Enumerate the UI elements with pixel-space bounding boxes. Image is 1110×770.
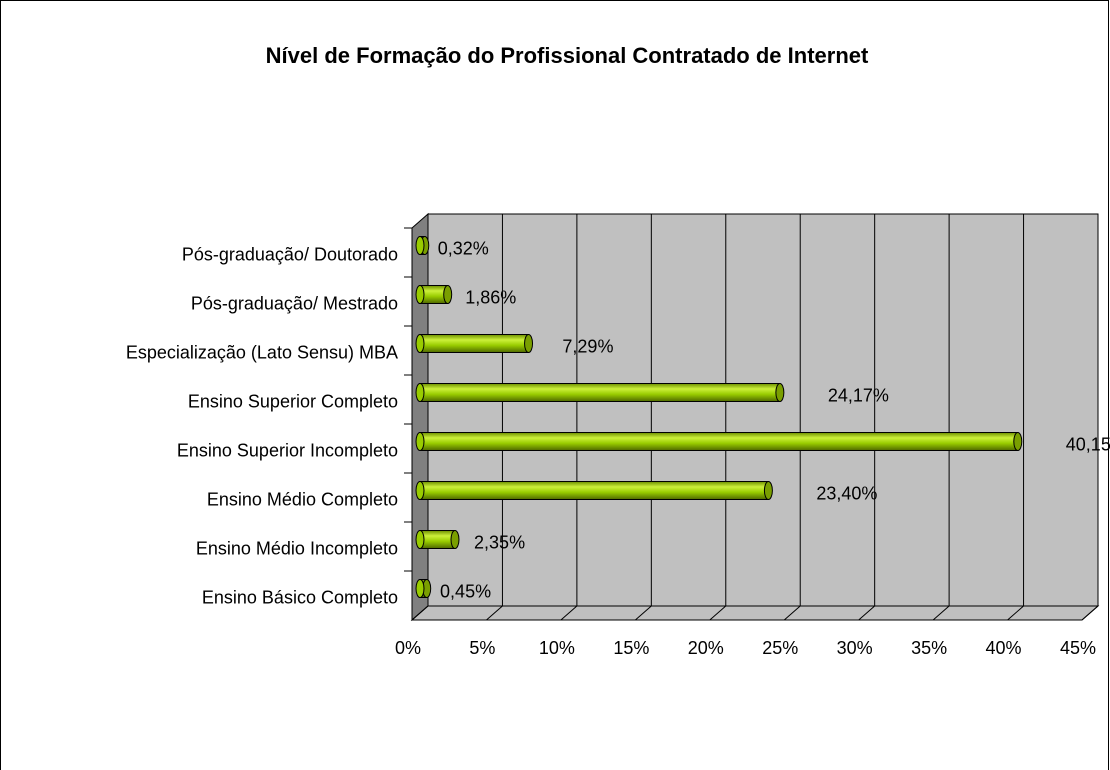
value-label: 24,17% <box>828 385 889 405</box>
back-wall <box>427 213 1099 607</box>
y-tick-label: Ensino Médio Completo <box>207 489 398 509</box>
grid-line <box>486 605 503 621</box>
x-tick-label: 5% <box>469 638 495 658</box>
grid-line <box>560 605 578 621</box>
bar-cap <box>450 530 460 549</box>
bar-base <box>415 481 425 500</box>
y-tick-label: Ensino Superior Completo <box>188 391 398 411</box>
value-label: 40,15% <box>1066 434 1110 454</box>
chart-title: Nível de Formação do Profissional Contra… <box>266 43 869 68</box>
value-label: 7,29% <box>562 336 613 356</box>
x-tick-label: 0% <box>395 638 421 658</box>
floor <box>410 605 1100 621</box>
value-label: 0,45% <box>440 581 491 601</box>
grid-line <box>932 605 950 621</box>
bar <box>419 432 1019 451</box>
x-tick-label: 40% <box>986 638 1022 658</box>
x-tick-label: 10% <box>539 638 575 658</box>
y-tick-label: Especialização (Lato Sensu) MBA <box>126 342 398 362</box>
y-tick-label: Ensino Superior Incompleto <box>177 440 398 460</box>
y-tick-label: Ensino Médio Incompleto <box>196 538 398 558</box>
bar <box>419 334 530 353</box>
y-tick-label: Pós-graduação/ Doutorado <box>182 244 398 264</box>
bar-cap <box>1013 432 1023 451</box>
value-label: 1,86% <box>465 287 516 307</box>
bar-cap <box>524 334 534 353</box>
x-tick-label: 20% <box>688 638 724 658</box>
bar-base <box>415 236 425 255</box>
bar <box>419 383 781 402</box>
y-tick-label: Pós-graduação/ Mestrado <box>191 293 398 313</box>
x-tick-label: 35% <box>911 638 947 658</box>
value-label: 23,40% <box>816 483 877 503</box>
bar-cap <box>775 383 785 402</box>
value-label: 2,35% <box>474 532 525 552</box>
value-label: 0,32% <box>438 238 489 258</box>
bar <box>419 530 456 549</box>
y-tick-label: Ensino Básico Completo <box>202 587 398 607</box>
grid-line <box>635 605 652 621</box>
x-tick-label: 25% <box>762 638 798 658</box>
grid-line <box>783 605 801 621</box>
grid-line <box>709 605 727 621</box>
bar-base <box>415 530 425 549</box>
bar-base <box>415 432 425 451</box>
bar-cap <box>763 481 773 500</box>
x-tick-label: 30% <box>837 638 873 658</box>
side-wall <box>411 212 429 622</box>
x-tick-label: 15% <box>613 638 649 658</box>
bar-base <box>415 334 425 353</box>
grid-line <box>411 605 429 621</box>
x-tick-label: 45% <box>1060 638 1096 658</box>
grid-line <box>1007 605 1024 621</box>
bar <box>419 481 769 500</box>
bar-base <box>415 579 425 598</box>
grid-line <box>858 605 875 621</box>
bar-base <box>415 383 425 402</box>
bar-base <box>415 285 425 304</box>
grid-line <box>1081 605 1099 621</box>
bar-cap <box>443 285 453 304</box>
